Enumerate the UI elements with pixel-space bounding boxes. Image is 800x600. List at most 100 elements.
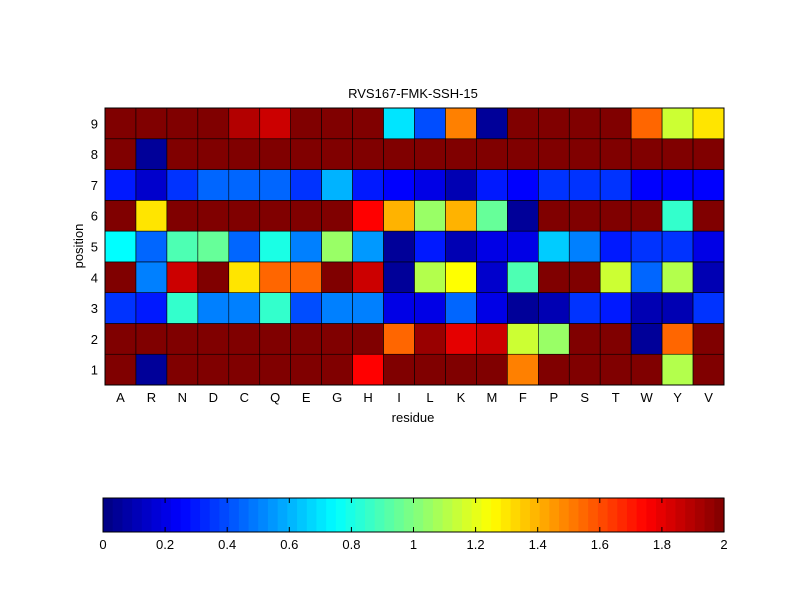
colorbar-segment (568, 498, 580, 532)
heatmap-cell (476, 353, 508, 386)
heatmap-cell (290, 323, 322, 355)
colorbar-segment (704, 498, 715, 532)
colorbar-segment (132, 498, 143, 532)
x-tick-label: S (580, 390, 589, 405)
colorbar-segment (297, 498, 308, 532)
y-tick-label: 1 (91, 363, 98, 378)
heatmap-cell (290, 353, 322, 386)
colorbar-segment (549, 498, 560, 532)
heatmap-cell (445, 292, 477, 324)
colorbar-segment (423, 498, 434, 532)
x-tick-label: M (486, 390, 497, 405)
heatmap-cell (537, 169, 570, 201)
colorbar-segment (161, 498, 172, 532)
heatmap-cell (166, 200, 199, 232)
colorbar-segment (675, 498, 686, 532)
colorbar-tick-label: 2 (720, 537, 727, 552)
heatmap-cell (692, 138, 725, 170)
heatmap-cell (321, 292, 353, 324)
heatmap-cell (259, 292, 292, 324)
heatmap-cell (290, 261, 322, 293)
colorbar-segment (122, 498, 133, 532)
heatmap-cell (537, 261, 570, 293)
heatmap-cell (661, 323, 694, 355)
heatmap-cell (352, 323, 384, 355)
x-tick-label: L (426, 390, 433, 405)
colorbar-segment (520, 498, 531, 532)
colorbar-segment (597, 498, 609, 532)
y-tick-label: 5 (91, 240, 98, 255)
heatmap-cell (290, 107, 322, 140)
colorbar-segment (510, 498, 521, 532)
colorbar-segment (326, 498, 337, 532)
heatmap-cell (414, 323, 446, 355)
heatmap-cell (290, 169, 322, 201)
x-tick-label: Y (673, 390, 682, 405)
x-tick-label: C (240, 390, 249, 405)
heatmap-cell (352, 200, 384, 232)
colorbar-segment (452, 498, 463, 532)
heatmap-cell (692, 323, 725, 355)
heatmap-cell (630, 200, 663, 232)
heatmap-cell (321, 169, 353, 201)
colorbar-tick-label: 0.6 (280, 537, 298, 552)
heatmap-cell (197, 138, 230, 170)
heatmap-cell (321, 261, 353, 293)
colorbar-segment (559, 498, 570, 532)
heatmap-cell (197, 107, 230, 140)
heatmap-cell (166, 292, 199, 324)
heatmap-cell (104, 169, 137, 201)
x-tick-label: R (147, 390, 156, 405)
colorbar-segment (112, 498, 124, 532)
colorbar-segment (103, 498, 114, 532)
colorbar-segment (394, 498, 405, 532)
colorbar-segment (529, 498, 541, 532)
colorbar-segment (578, 498, 589, 532)
heatmap-cell (166, 230, 199, 263)
y-tick-label: 7 (91, 178, 98, 193)
colorbar-segment (665, 498, 677, 532)
heatmap-cell (568, 353, 601, 386)
heatmap-cell (228, 261, 261, 293)
colorbar-segment (636, 498, 647, 532)
colorbar-segment (403, 498, 415, 532)
x-tick-label: A (116, 390, 125, 405)
x-tick-label: H (363, 390, 372, 405)
y-tick-label: 4 (91, 270, 98, 285)
heatmap-cell (692, 292, 725, 324)
heatmap-cell (630, 169, 663, 201)
heatmap-cell (476, 292, 508, 324)
heatmap-cell (104, 261, 137, 293)
colorbar-segment (141, 498, 153, 532)
heatmap-cell (445, 261, 477, 293)
colorbar-segment (277, 498, 288, 532)
heatmap-cell (383, 353, 415, 386)
heatmap-cell (321, 138, 353, 170)
heatmap-cell (568, 323, 601, 355)
y-axis-label: position (71, 224, 86, 269)
heatmap-cell (259, 107, 292, 140)
heatmap-cell (414, 200, 446, 232)
heatmap-cell (414, 353, 446, 386)
x-tick-label: E (302, 390, 311, 405)
heatmap-cell (383, 292, 415, 324)
colorbar-tick-label: 1.6 (591, 537, 609, 552)
heatmap-cell (414, 107, 446, 140)
heatmap-cell (661, 169, 694, 201)
heatmap-cell (537, 292, 570, 324)
heatmap-cell (290, 230, 322, 263)
heatmap-cell (661, 353, 694, 386)
colorbar-tick-label: 0.8 (342, 537, 360, 552)
heatmap-cell (259, 200, 292, 232)
heatmap-cell (166, 323, 199, 355)
heatmap-cell (445, 169, 477, 201)
colorbar (102, 497, 725, 533)
heatmap-cell (537, 353, 570, 386)
heatmap-cell (599, 107, 632, 140)
colorbar-segment (151, 498, 162, 532)
x-tick-label: F (519, 390, 527, 405)
y-tick-labels: 1 2 3 4 5 6 7 8 9 (91, 116, 98, 377)
y-tick-label: 9 (91, 116, 98, 131)
heatmap-cell (537, 138, 570, 170)
